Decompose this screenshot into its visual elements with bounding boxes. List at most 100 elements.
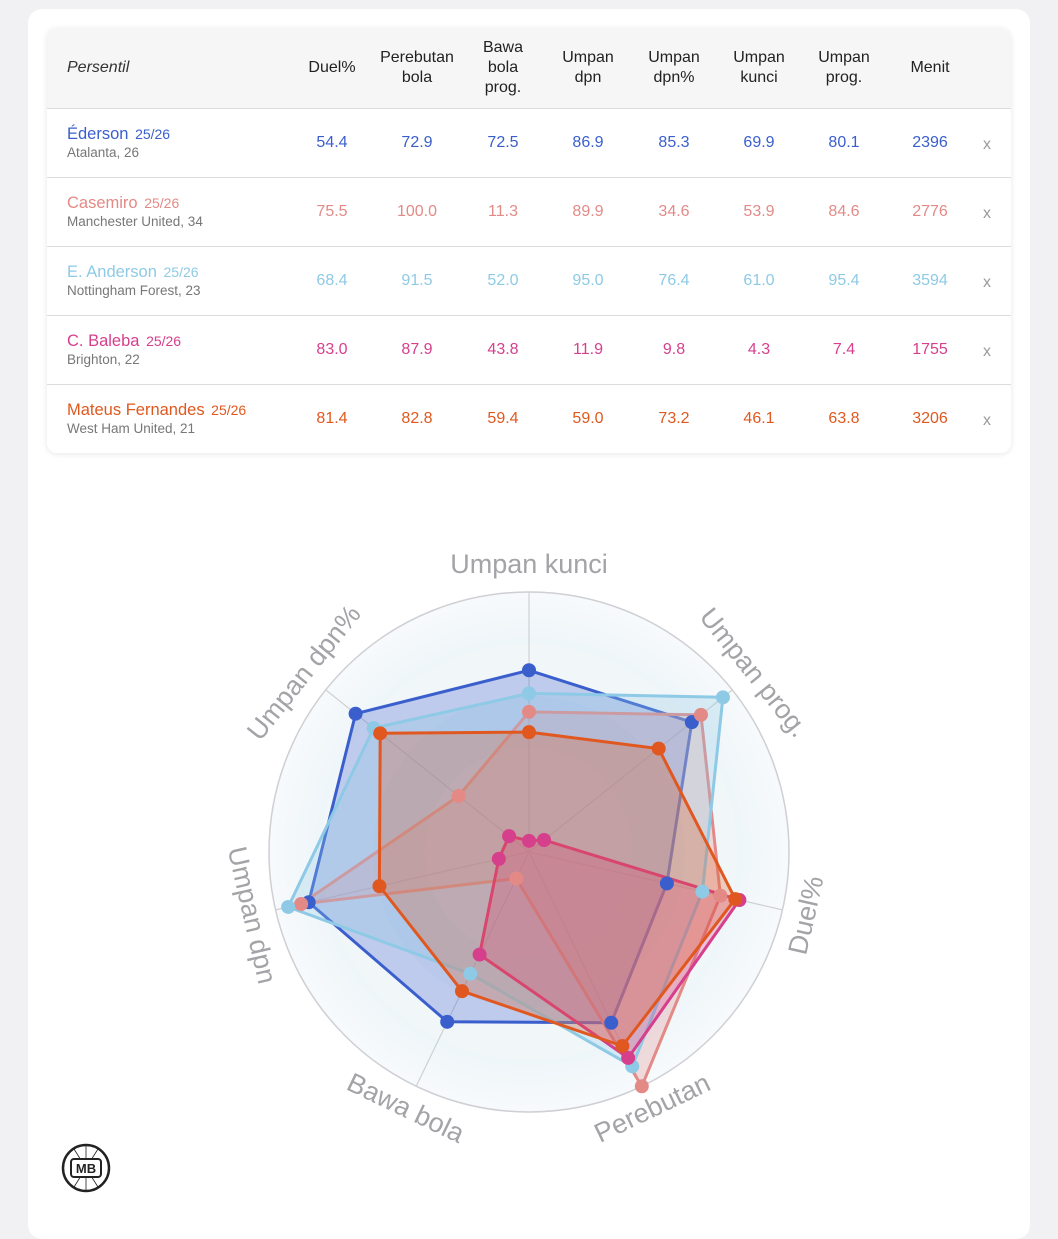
table-row: Casemiro 25/26 Manchester United, 34 75.5 1… [47, 178, 1011, 247]
stat-cell: 3206 [912, 410, 948, 427]
radar-point [454, 984, 469, 999]
radar-point [522, 686, 536, 701]
stat-cell: 4.3 [747, 341, 771, 358]
table-row: E. Anderson 25/26 Nottingham Forest, 23 68… [47, 247, 1011, 316]
column-header[interactable]: Duel% [308, 59, 356, 76]
stat-cell: 59.4 [487, 410, 519, 427]
radar-axis-label: Duel% [782, 873, 829, 957]
table-row: C. Baleba 25/26 Brighton, 22 83.0 87.9 43.8 1… [47, 316, 1011, 385]
corner-label: Persentil [67, 59, 130, 76]
radar-point [440, 1014, 455, 1029]
remove-player-button[interactable]: x [983, 343, 991, 360]
stat-cell: 81.4 [316, 410, 348, 427]
player-club: Manchester United, 34 [67, 214, 203, 229]
column-header[interactable]: Bawa bola prog. [482, 39, 524, 96]
player-club: Nottingham Forest, 23 [67, 283, 201, 298]
player-season: 25/26 [163, 264, 199, 280]
stat-cell: 82.8 [401, 410, 433, 427]
column-header[interactable]: Umpan dpn% [648, 49, 700, 86]
radar-point [522, 704, 536, 719]
remove-player-button[interactable]: x [983, 205, 991, 222]
player-season: 25/26 [146, 333, 182, 349]
logo-text: MB [76, 1161, 96, 1176]
player-club: Atalanta, 26 [67, 145, 140, 160]
player-name-text: C. Baleba [67, 332, 140, 350]
radar-point [715, 690, 730, 705]
stat-cell: 95.4 [828, 272, 860, 289]
player-name[interactable]: Casemiro 25/26 [67, 193, 179, 213]
stat-cell: 87.9 [401, 341, 433, 358]
stat-cell: 7.4 [832, 341, 856, 358]
player-club: Brighton, 22 [67, 352, 140, 367]
player-name-text: Casemiro [67, 194, 138, 212]
player-season: 25/26 [135, 126, 171, 142]
stat-cell: 2396 [912, 134, 948, 151]
player-name-text: Mateus Fernandes [67, 401, 205, 419]
radar-point [713, 888, 728, 903]
radar-point [372, 879, 387, 894]
stat-cell: 63.8 [828, 410, 860, 427]
stat-cell: 3594 [912, 272, 948, 289]
radar-point [502, 829, 517, 844]
stat-cell: 73.2 [658, 410, 690, 427]
column-header[interactable]: Umpan kunci [733, 49, 785, 86]
radar-series-2 [286, 691, 725, 1068]
stat-cell: 61.0 [743, 272, 775, 289]
stat-cell: 76.4 [658, 272, 690, 289]
stat-cell: 85.3 [658, 134, 690, 151]
radar-point [373, 726, 388, 741]
radar-axis-label: Umpan kunci [450, 549, 608, 579]
radar-point [463, 966, 478, 981]
stat-cell: 86.9 [572, 134, 604, 151]
stat-cell: 59.0 [572, 410, 604, 427]
player-club: West Ham United, 21 [67, 421, 196, 436]
stat-cell: 9.8 [662, 341, 686, 358]
radar-point [695, 884, 710, 899]
stat-cell: 11.9 [573, 341, 603, 358]
radar-point [693, 707, 708, 722]
player-name[interactable]: Éderson 25/26 [67, 124, 170, 144]
radar-point [348, 706, 363, 721]
remove-player-button[interactable]: x [983, 136, 991, 153]
radar-spoke [275, 851, 530, 911]
stat-cell: 89.9 [572, 203, 604, 220]
table-row: Éderson 25/26 Atalanta, 26 54.4 72.9 72.5 86.… [47, 109, 1011, 178]
stat-cell: 2776 [912, 203, 948, 220]
radar-point [451, 788, 466, 803]
stat-cell: 43.8 [487, 341, 519, 358]
remove-player-button[interactable]: x [983, 412, 991, 429]
stat-cell: 83.0 [316, 341, 348, 358]
stat-cell: 52.0 [487, 272, 519, 289]
stat-cell: 46.1 [743, 410, 775, 427]
radar-series-0 [307, 668, 694, 1025]
stat-cell: 69.9 [743, 134, 775, 151]
player-name[interactable]: C. Baleba 25/26 [67, 331, 181, 351]
stat-cell: 80.1 [828, 134, 860, 151]
player-name-text: E. Anderson [67, 263, 157, 281]
radar-point [634, 1079, 649, 1094]
stat-cell: 100.0 [396, 203, 438, 220]
stat-cell: 95.0 [572, 272, 604, 289]
column-header[interactable]: Umpan prog. [818, 49, 870, 86]
remove-player-button[interactable]: x [983, 274, 991, 291]
player-name[interactable]: E. Anderson 25/26 [67, 262, 199, 282]
radar-point [522, 725, 536, 740]
table-row: Mateus Fernandes 25/26 West Ham United, 2… [47, 385, 1011, 453]
stat-cell: 72.5 [487, 134, 519, 151]
radar-point [491, 851, 506, 866]
percentile-table: Persentil Duel% Perebutan bola Bawa bola p… [47, 28, 1011, 453]
table-header: Persentil Duel% Perebutan bola Bawa bola p… [47, 28, 1011, 109]
stat-cell: 11.3 [488, 203, 518, 220]
player-name[interactable]: Mateus Fernandes 25/26 [67, 400, 246, 420]
column-header[interactable]: Menit [910, 59, 950, 76]
stat-cell: 84.6 [828, 203, 860, 220]
column-header[interactable]: Umpan dpn [562, 49, 614, 86]
stat-cell: 75.5 [316, 203, 348, 220]
column-header[interactable]: Perebutan bola [380, 49, 454, 86]
stat-cell: 53.9 [743, 203, 775, 220]
radar-point [659, 876, 674, 891]
radar-point [728, 892, 743, 907]
stat-cell: 91.5 [401, 272, 433, 289]
radar-series-1 [299, 710, 722, 1088]
